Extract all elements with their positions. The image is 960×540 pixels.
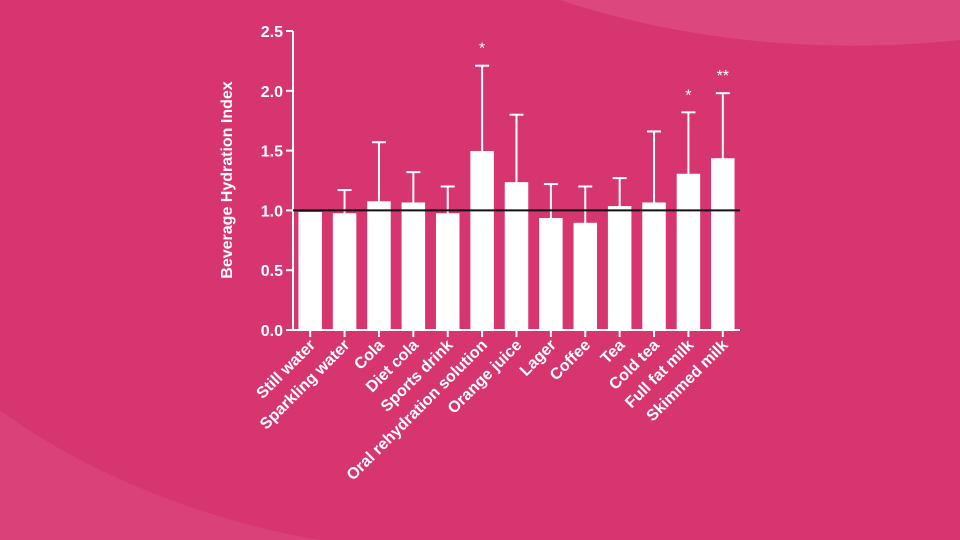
bar [573,222,598,331]
y-tick-label: 1.0 [261,203,283,220]
bar [470,151,494,331]
significance-marker: * [685,87,691,104]
y-tick-label: 0.5 [261,263,283,280]
significance-annotations: **** [479,41,729,105]
y-tick-label: 0.0 [261,323,283,340]
bar [332,213,357,331]
bar [676,173,701,331]
bar [367,201,391,331]
significance-marker: * [479,41,485,58]
bar [539,218,563,331]
bar [642,202,666,331]
bg-swoosh-top [560,0,960,46]
bar [711,158,735,331]
significance-marker: ** [717,68,729,85]
bars [298,151,735,331]
bar [607,206,632,331]
y-tick-label: 2.0 [261,84,283,101]
error-bars [337,64,730,224]
bar [401,202,426,331]
y-tick-label: 1.5 [261,144,283,161]
y-axis-label: Beverage Hydration Index [219,81,236,279]
bar [298,212,322,331]
y-tick-label: 2.5 [261,24,283,41]
bg-swoosh-bottom [0,410,320,540]
bar [504,182,529,331]
y-axis: 0.0 0.5 1.0 1.5 2.0 2.5 [261,24,294,340]
bar [435,213,460,331]
